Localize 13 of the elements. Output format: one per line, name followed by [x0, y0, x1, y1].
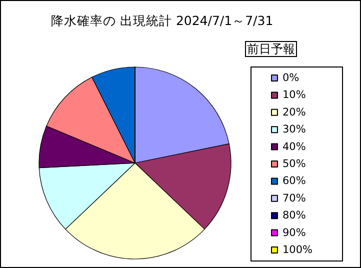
legend-label: 60% — [282, 175, 306, 188]
legend-label: 90% — [282, 226, 306, 239]
legend-label: 80% — [282, 210, 306, 222]
legend-label: 40% — [282, 140, 306, 153]
legend-label: 20% — [282, 106, 306, 118]
chart-title: 降水確率の 出現統計 2024/7/1～7/31 — [51, 13, 274, 28]
legend-label: 30% — [282, 124, 306, 136]
legend-label: 100% — [282, 244, 313, 256]
legend-label: 10% — [282, 89, 306, 102]
legend-label: 0% — [282, 72, 300, 84]
legend-title: 前日予報 — [247, 42, 295, 56]
legend-label: 50% — [282, 158, 306, 170]
legend-label: 70% — [282, 192, 306, 204]
